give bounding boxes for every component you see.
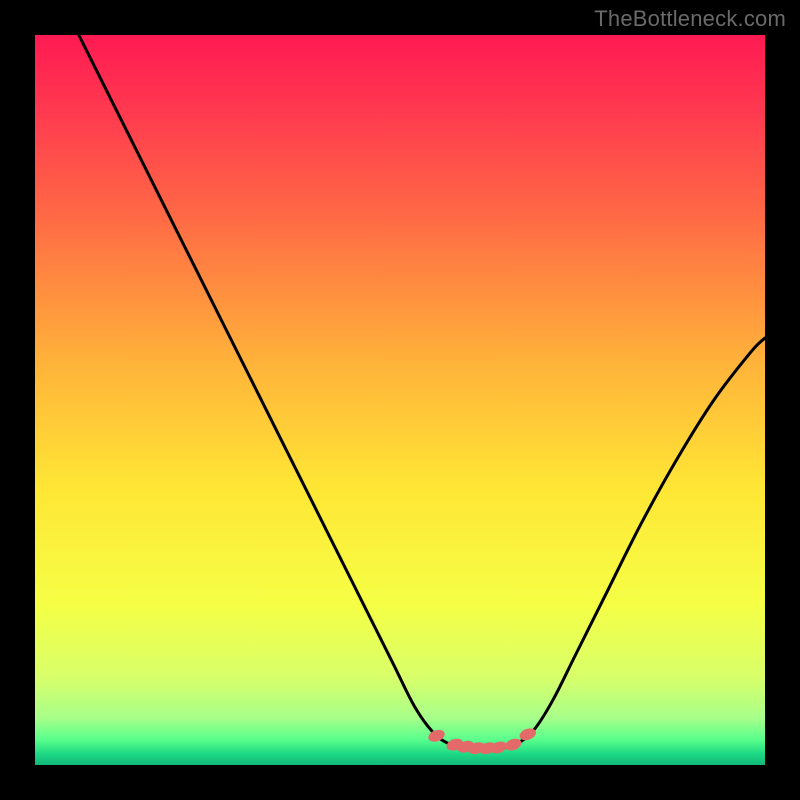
plot-area <box>35 35 765 765</box>
marker-dot <box>427 728 445 743</box>
marker-dot <box>489 740 507 755</box>
chart-canvas: TheBottleneck.com <box>0 0 800 800</box>
marker-dot <box>504 737 522 752</box>
watermark-text: TheBottleneck.com <box>594 6 786 32</box>
curve-markers <box>35 35 765 765</box>
marker-dot <box>519 727 537 742</box>
